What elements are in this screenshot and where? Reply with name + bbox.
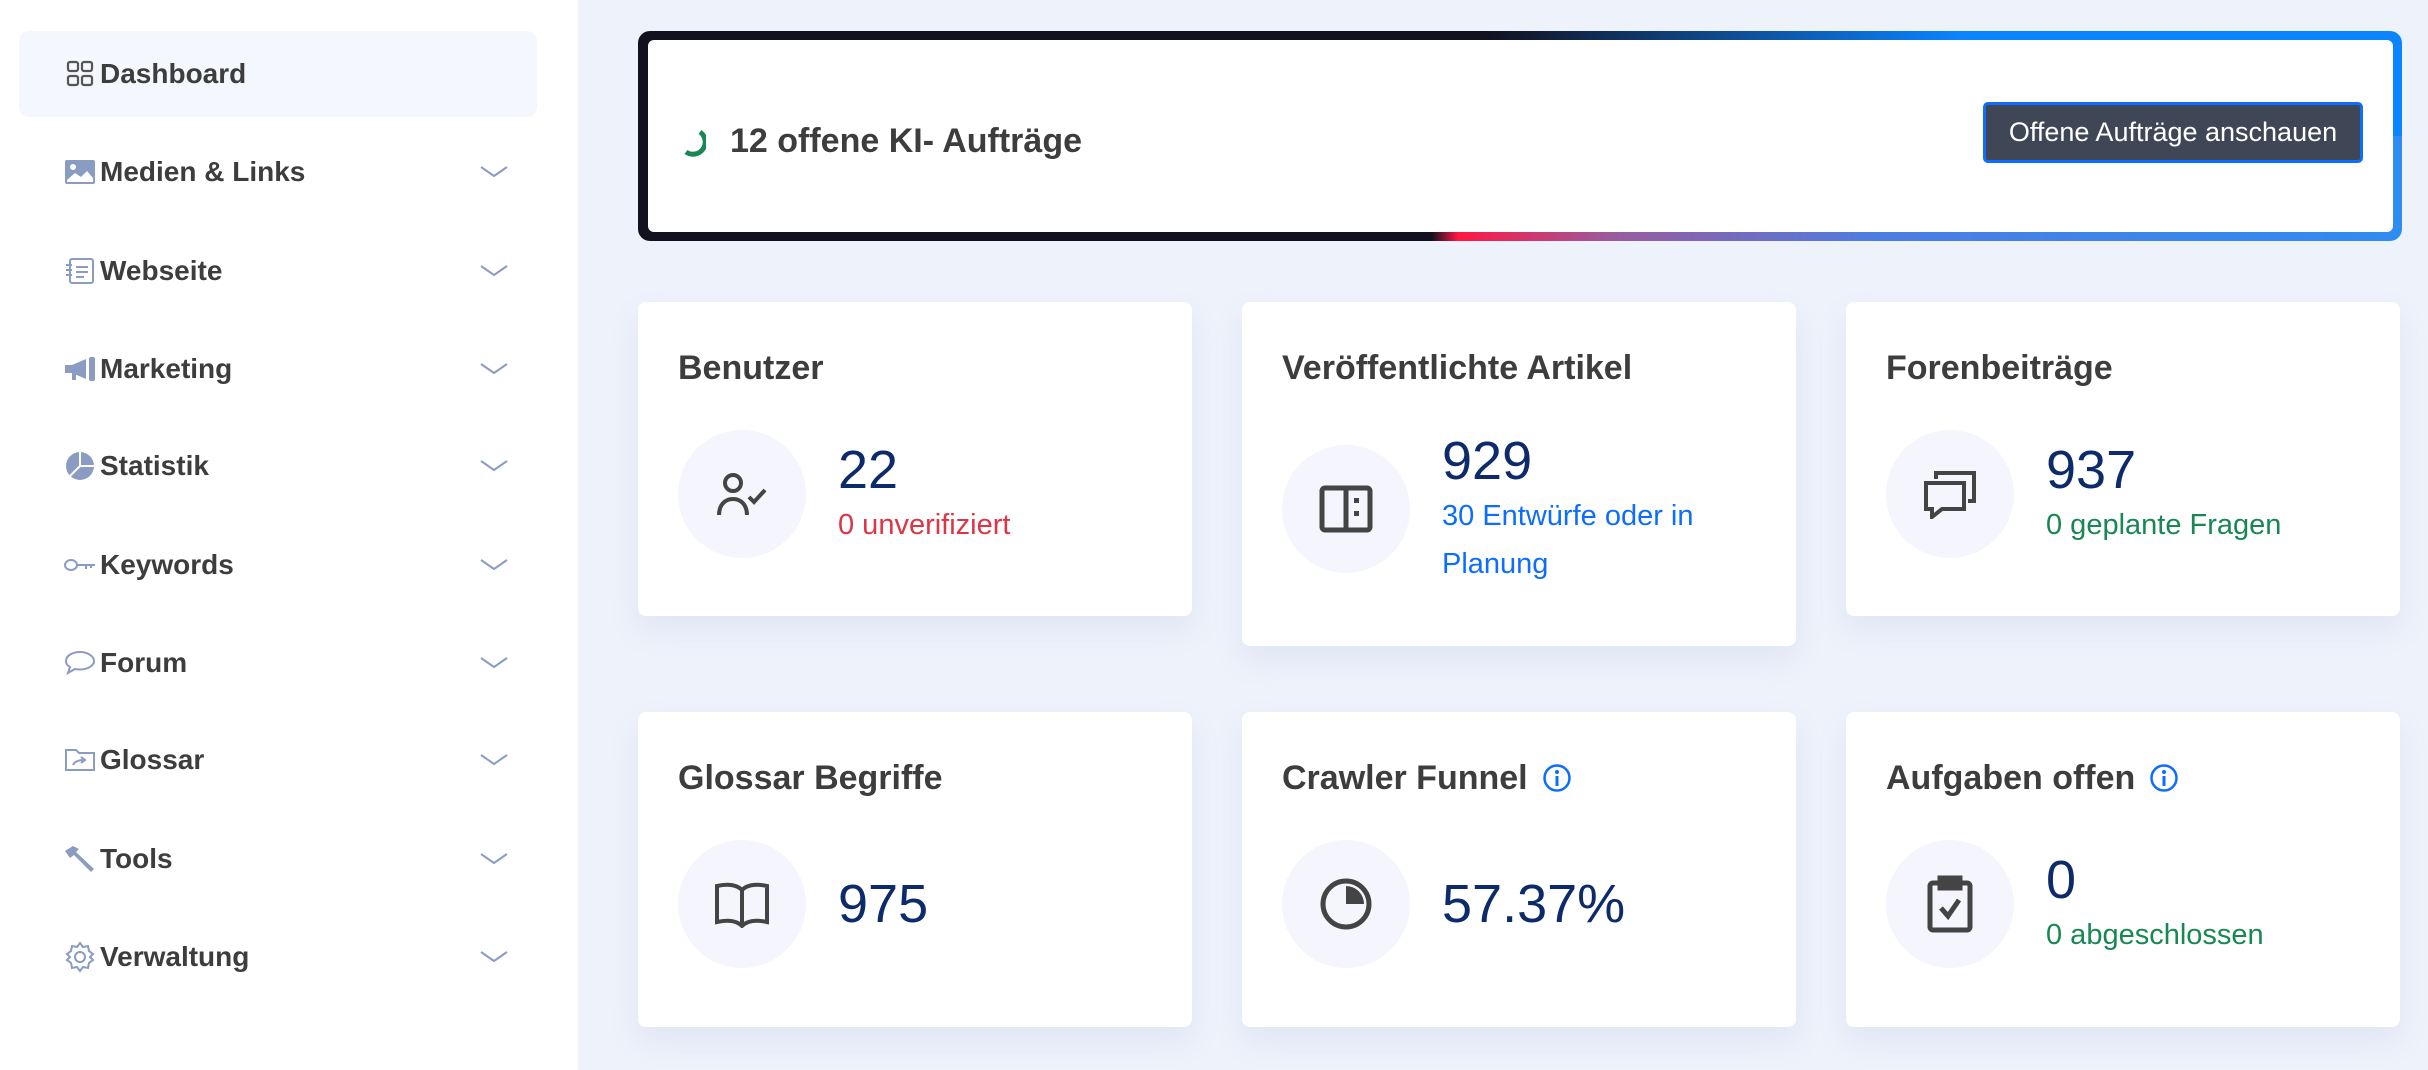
info-icon[interactable] (2149, 763, 2179, 793)
card-value: 57.37% (1442, 874, 1626, 934)
sidebar-item-keywords[interactable]: Keywords (19, 522, 537, 608)
chevron-down-icon[interactable] (479, 162, 509, 182)
card-subtext[interactable]: 0 unverifiziert (838, 509, 1011, 541)
chevron-down-icon[interactable] (479, 947, 509, 967)
chat-icon (63, 646, 97, 680)
sidebar: Dashboard Medien & Links Webseite Market… (0, 0, 578, 1070)
stat-card-articles: Veröffentlichte Artikel 929 30 Entwürfe … (1242, 302, 1796, 646)
card-title: Crawler Funnel (1282, 758, 1528, 797)
image-icon (63, 155, 97, 189)
stat-card-forum: Forenbeiträge 937 0 geplante Fragen (1846, 302, 2400, 616)
sidebar-item-medien-links[interactable]: Medien & Links (19, 129, 537, 215)
megaphone-icon (63, 352, 97, 386)
spinner-icon (684, 129, 706, 157)
info-icon[interactable] (1542, 763, 1572, 793)
card-title: Aufgaben offen (1886, 758, 2136, 797)
sidebar-item-label: Glossar (100, 744, 205, 775)
sidebar-item-webseite[interactable]: Webseite (19, 228, 537, 314)
chevron-down-icon[interactable] (479, 849, 509, 869)
card-value: 929 (1442, 431, 1533, 491)
document-icon (63, 254, 97, 288)
sidebar-item-glossar[interactable]: Glossar (19, 717, 537, 803)
card-value: 937 (2046, 440, 2137, 500)
sidebar-item-tools[interactable]: Tools (19, 816, 537, 902)
chevron-down-icon[interactable] (479, 555, 509, 575)
sidebar-item-label: Medien & Links (100, 156, 306, 187)
layout-icon (1319, 485, 1373, 533)
sidebar-item-label: Verwaltung (100, 941, 250, 972)
grid-icon (63, 57, 97, 91)
card-subtext[interactable]: 30 Entwürfe oder in Planung (1442, 500, 1694, 580)
chevron-down-icon[interactable] (479, 359, 509, 379)
hammer-icon (63, 842, 97, 876)
sidebar-item-label: Webseite (100, 255, 223, 286)
stat-card-tasks: Aufgaben offen 0 0 abgeschlossen (1846, 712, 2400, 1027)
key-icon (63, 548, 97, 582)
view-open-jobs-button[interactable]: Offene Aufträge anschauen (1983, 102, 2363, 163)
sidebar-item-label: Tools (100, 843, 173, 874)
ai-jobs-banner: 12 offene KI- Aufträge Offene Aufträge a… (638, 31, 2402, 241)
sidebar-item-forum[interactable]: Forum (19, 620, 537, 706)
stat-card-glossar: Glossar Begriffe 975 (638, 712, 1192, 1027)
sidebar-item-dashboard[interactable]: Dashboard (19, 31, 537, 117)
card-subtext[interactable]: 0 geplante Fragen (2046, 509, 2282, 541)
chevron-down-icon[interactable] (479, 653, 509, 673)
card-title: Veröffentlichte Artikel (1282, 348, 1633, 387)
user-check-icon (717, 473, 767, 516)
chat-squares-icon (1924, 471, 1976, 519)
gear-icon (63, 940, 97, 974)
card-subtext[interactable]: 0 abgeschlossen (2046, 919, 2264, 951)
sidebar-item-marketing[interactable]: Marketing (19, 326, 537, 412)
book-icon (715, 882, 769, 928)
card-title: Glossar Begriffe (678, 758, 943, 797)
folder-share-icon (63, 743, 97, 777)
card-value: 0 (2046, 850, 2077, 910)
clipboard-check-icon (1927, 875, 1973, 933)
card-title: Forenbeiträge (1886, 348, 2113, 387)
card-value: 975 (838, 874, 929, 934)
pie-icon (1320, 878, 1372, 930)
sidebar-item-label: Marketing (100, 353, 233, 384)
pie-chart-icon (63, 449, 97, 483)
chevron-down-icon[interactable] (479, 750, 509, 770)
sidebar-item-label: Dashboard (100, 58, 247, 89)
stat-card-benutzer: Benutzer 22 0 unverifiziert (638, 302, 1192, 616)
chevron-down-icon[interactable] (479, 456, 509, 476)
open-ai-jobs-text: 12 offene KI- Aufträge (730, 122, 1083, 160)
sidebar-item-verwaltung[interactable]: Verwaltung (19, 914, 537, 1000)
stat-card-crawler-funnel: Crawler Funnel 57.37% (1242, 712, 1796, 1027)
chevron-down-icon[interactable] (479, 261, 509, 281)
card-title: Benutzer (678, 348, 824, 387)
card-value: 22 (838, 440, 899, 500)
sidebar-item-statistik[interactable]: Statistik (19, 423, 537, 509)
sidebar-item-label: Forum (100, 647, 188, 678)
sidebar-item-label: Keywords (100, 549, 234, 580)
sidebar-item-label: Statistik (100, 450, 209, 481)
